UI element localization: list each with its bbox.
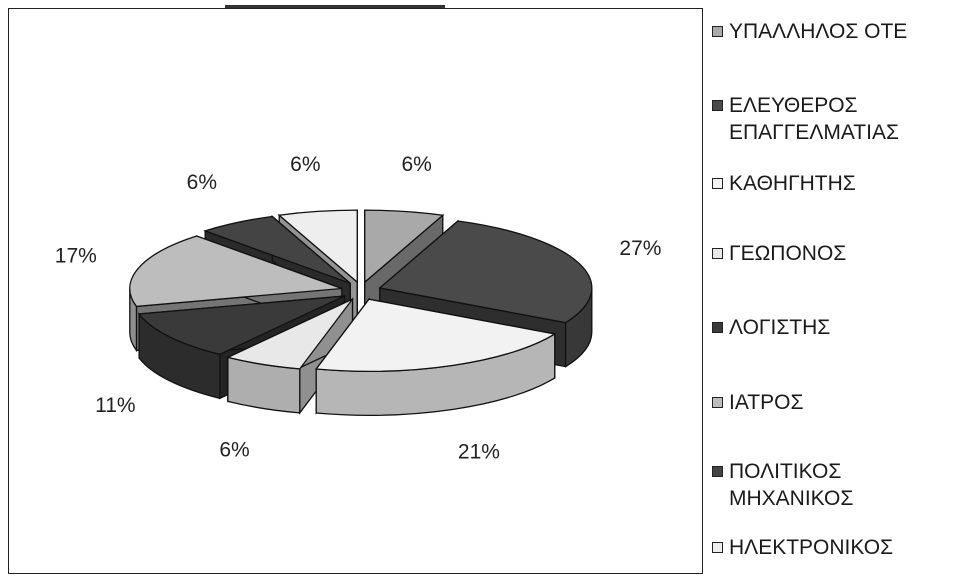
pie-slice-top: [364, 209, 445, 284]
legend-item-geoponos: ΓΕΩΠΟΝΟΣ: [712, 240, 960, 267]
pie-slice-top: [277, 209, 358, 284]
pie-slice-top: [314, 298, 557, 372]
legend-label: ΙΑΤΡΟΣ: [729, 391, 804, 414]
chart-legend: ΥΠΑΛΛΗΛΟΣ ΟΤΕ ΕΛΕΥΘΕΡΟΣ ΕΠΑΓΓΕΛΜΑΤΙΑΣ ΚΑ…: [706, 6, 960, 578]
legend-item-ypallilos-ote: ΥΠΑΛΛΗΛΟΣ ΟΤΕ: [712, 18, 960, 45]
legend-label: ΕΛΕΥΘΕΡΟΣ ΕΠΑΓΓΕΛΜΑΤΙΑΣ: [729, 94, 899, 144]
legend-swatch: [712, 397, 723, 408]
legend-label: ΥΠΑΛΛΗΛΟΣ ΟΤΕ: [729, 20, 908, 43]
top-edge-line: [225, 5, 445, 8]
legend-item-eleftheros-epaggelmatias: ΕΛΕΥΘΕΡΟΣ ΕΠΑΓΓΕΛΜΑΤΙΑΣ: [712, 92, 960, 146]
pie-slice: [378, 219, 593, 368]
slice-percent-label: 17%: [55, 245, 97, 268]
legend-label: ΗΛΕΚΤΡΟΝΙΚΟΣ: [729, 536, 894, 559]
legend-label: ΓΕΩΠΟΝΟΣ: [729, 242, 847, 265]
legend-item-logistis: ΛΟΓΙΣΤΗΣ: [712, 314, 960, 341]
pie-slice-top: [203, 215, 351, 285]
legend-item-ilektronikos: ΗΛΕΚΤΡΟΝΙΚΟΣ: [712, 534, 960, 561]
legend-item-iatros: ΙΑΤΡΟΣ: [712, 389, 960, 416]
pie-slice-top: [137, 295, 345, 355]
slice-percent-label: 21%: [458, 440, 500, 463]
slice-percent-label: 6%: [290, 153, 320, 176]
legend-swatch: [712, 178, 723, 189]
pie-slice: [314, 297, 557, 416]
pie-slice-top: [129, 235, 343, 308]
legend-swatch: [712, 26, 723, 37]
legend-item-politikos-michanikos: ΠΟΛΙΤΙΚΟΣ ΜΗΧΑΝΙΚΟΣ: [712, 458, 960, 512]
legend-label: ΠΟΛΙΤΙΚΟΣ ΜΗΧΑΝΙΚΟΣ: [729, 460, 854, 510]
slice-percent-label: 6%: [219, 439, 249, 462]
pie-slice-top: [225, 298, 354, 370]
legend-swatch: [712, 248, 723, 259]
legend-label: ΚΑΘΗΓΗΤΗΣ: [729, 172, 856, 195]
legend-swatch: [712, 466, 723, 477]
pie-chart: 6% 27% 21% 6% 11% 17% 6% 6%: [55, 153, 662, 463]
legend-swatch: [712, 322, 723, 333]
plot-area: 6% 27% 21% 6% 11% 17% 6% 6%: [8, 8, 703, 574]
legend-swatch: [712, 542, 723, 553]
slice-percent-label: 6%: [401, 153, 431, 176]
pie-slice-top: [378, 220, 593, 324]
legend-swatch: [712, 100, 723, 111]
slice-percent-label: 6%: [187, 171, 217, 194]
slice-percent-label: 27%: [619, 237, 661, 260]
legend-label: ΛΟΓΙΣΤΗΣ: [729, 316, 831, 339]
legend-item-kathigitis: ΚΑΘΗΓΗΤΗΣ: [712, 170, 960, 197]
slice-percent-label: 11%: [95, 394, 135, 417]
